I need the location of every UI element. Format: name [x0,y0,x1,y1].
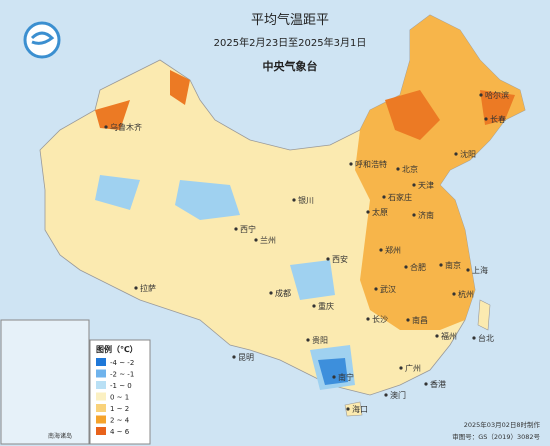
city-dot [332,375,336,379]
city-dot [412,183,416,187]
city-dot [399,366,403,370]
legend-title: 图例（℃） [96,344,138,354]
city-label: 长沙 [372,314,388,324]
city-dot [326,257,330,261]
city-dot [472,336,476,340]
city-label: 重庆 [318,301,334,311]
city-label: 武汉 [380,284,396,294]
city-label: 长春 [490,114,506,124]
city-label: 拉萨 [140,283,156,293]
city-dot [269,291,273,295]
legend-label: 2 ~ 4 [110,417,130,425]
city-label: 广州 [405,363,421,373]
city-dot [479,93,483,97]
issuer: 中央气象台 [263,59,318,73]
legend-label: 1 ~ 2 [110,405,129,413]
city-label: 合肥 [410,262,426,272]
city-label: 兰州 [260,235,276,245]
legend-label: -4 ~ -2 [110,359,134,367]
city-label: 石家庄 [388,192,412,202]
city-dot [306,338,310,342]
legend-swatch [96,392,106,401]
legend-label: -2 ~ -1 [110,371,134,379]
city-dot [484,117,488,121]
city-dot [439,263,443,267]
city-dot [349,162,353,166]
city-label: 南宁 [338,372,354,382]
city-dot [382,195,386,199]
city-label: 天津 [418,180,434,190]
hot-area [95,70,515,140]
city-label: 郑州 [385,245,401,255]
city-dot [312,304,316,308]
city-label: 杭州 [458,289,474,299]
made-time: 2025年03月02日8时制作 [464,420,541,429]
city-dot [466,268,470,272]
city-label: 贵阳 [312,335,328,345]
city-label: 西宁 [240,224,256,234]
city-dot [452,292,456,296]
city-label: 澳门 [390,390,406,400]
legend-label: 0 ~ 1 [110,394,129,402]
city-dot [292,198,296,202]
city-label: 西安 [332,254,348,264]
legend-swatch [96,404,106,412]
city-dot [379,248,383,252]
city-dot [374,287,378,291]
city-label: 乌鲁木齐 [110,122,142,132]
city-dot [234,227,238,231]
city-label: 昆明 [238,353,254,362]
legend-swatch [96,358,106,366]
legend-swatch [96,415,106,424]
logo-mark [30,31,55,45]
city-dot [232,355,236,359]
city-label: 上海 [472,265,488,275]
city-label: 呼和浩特 [355,159,387,169]
legend-label: 4 ~ 6 [110,428,130,436]
city-dot [406,318,410,322]
inset-label: 南海诸岛 [48,432,72,440]
city-dot [454,152,458,156]
city-label: 南昌 [412,315,428,325]
city-label: 成都 [275,288,291,298]
city-label: 南京 [445,260,461,270]
city-label: 福州 [441,332,457,341]
city-label: 海口 [352,404,368,414]
city-label: 济南 [418,210,434,220]
logo [23,21,61,59]
legend-swatch [96,369,106,378]
city-label: 台北 [478,333,494,343]
city-dot [435,334,439,338]
city-label: 哈尔滨 [485,90,509,100]
city-label: 北京 [402,164,418,174]
legend-swatch [96,381,106,389]
city-dot [404,265,408,269]
taiwan [477,299,491,331]
city-dot [346,407,350,411]
legend-swatch [96,427,106,435]
legend-label: -1 ~ 0 [110,382,132,390]
city-label: 银川 [298,195,314,205]
title: 平均气温距平 [251,12,329,28]
cold-area [318,358,348,385]
city-dot [424,382,428,386]
city-dot [366,210,370,214]
city-dot [134,286,138,290]
city-label: 香港 [430,379,446,389]
city-dot [384,393,388,397]
city-label: 太原 [372,207,388,217]
city-dot [412,213,416,217]
city-dot [254,238,258,242]
city-dot [396,167,400,171]
city-label: 沈阳 [460,149,476,159]
hainan [344,401,363,417]
period: 2025年2月23日至2025年3月1日 [214,36,367,49]
city-dot [366,317,370,321]
legend-box [89,339,151,445]
approval: 审图号：GS（2019）3082号 [452,432,540,441]
city-dot [104,125,108,129]
inset [0,319,90,445]
